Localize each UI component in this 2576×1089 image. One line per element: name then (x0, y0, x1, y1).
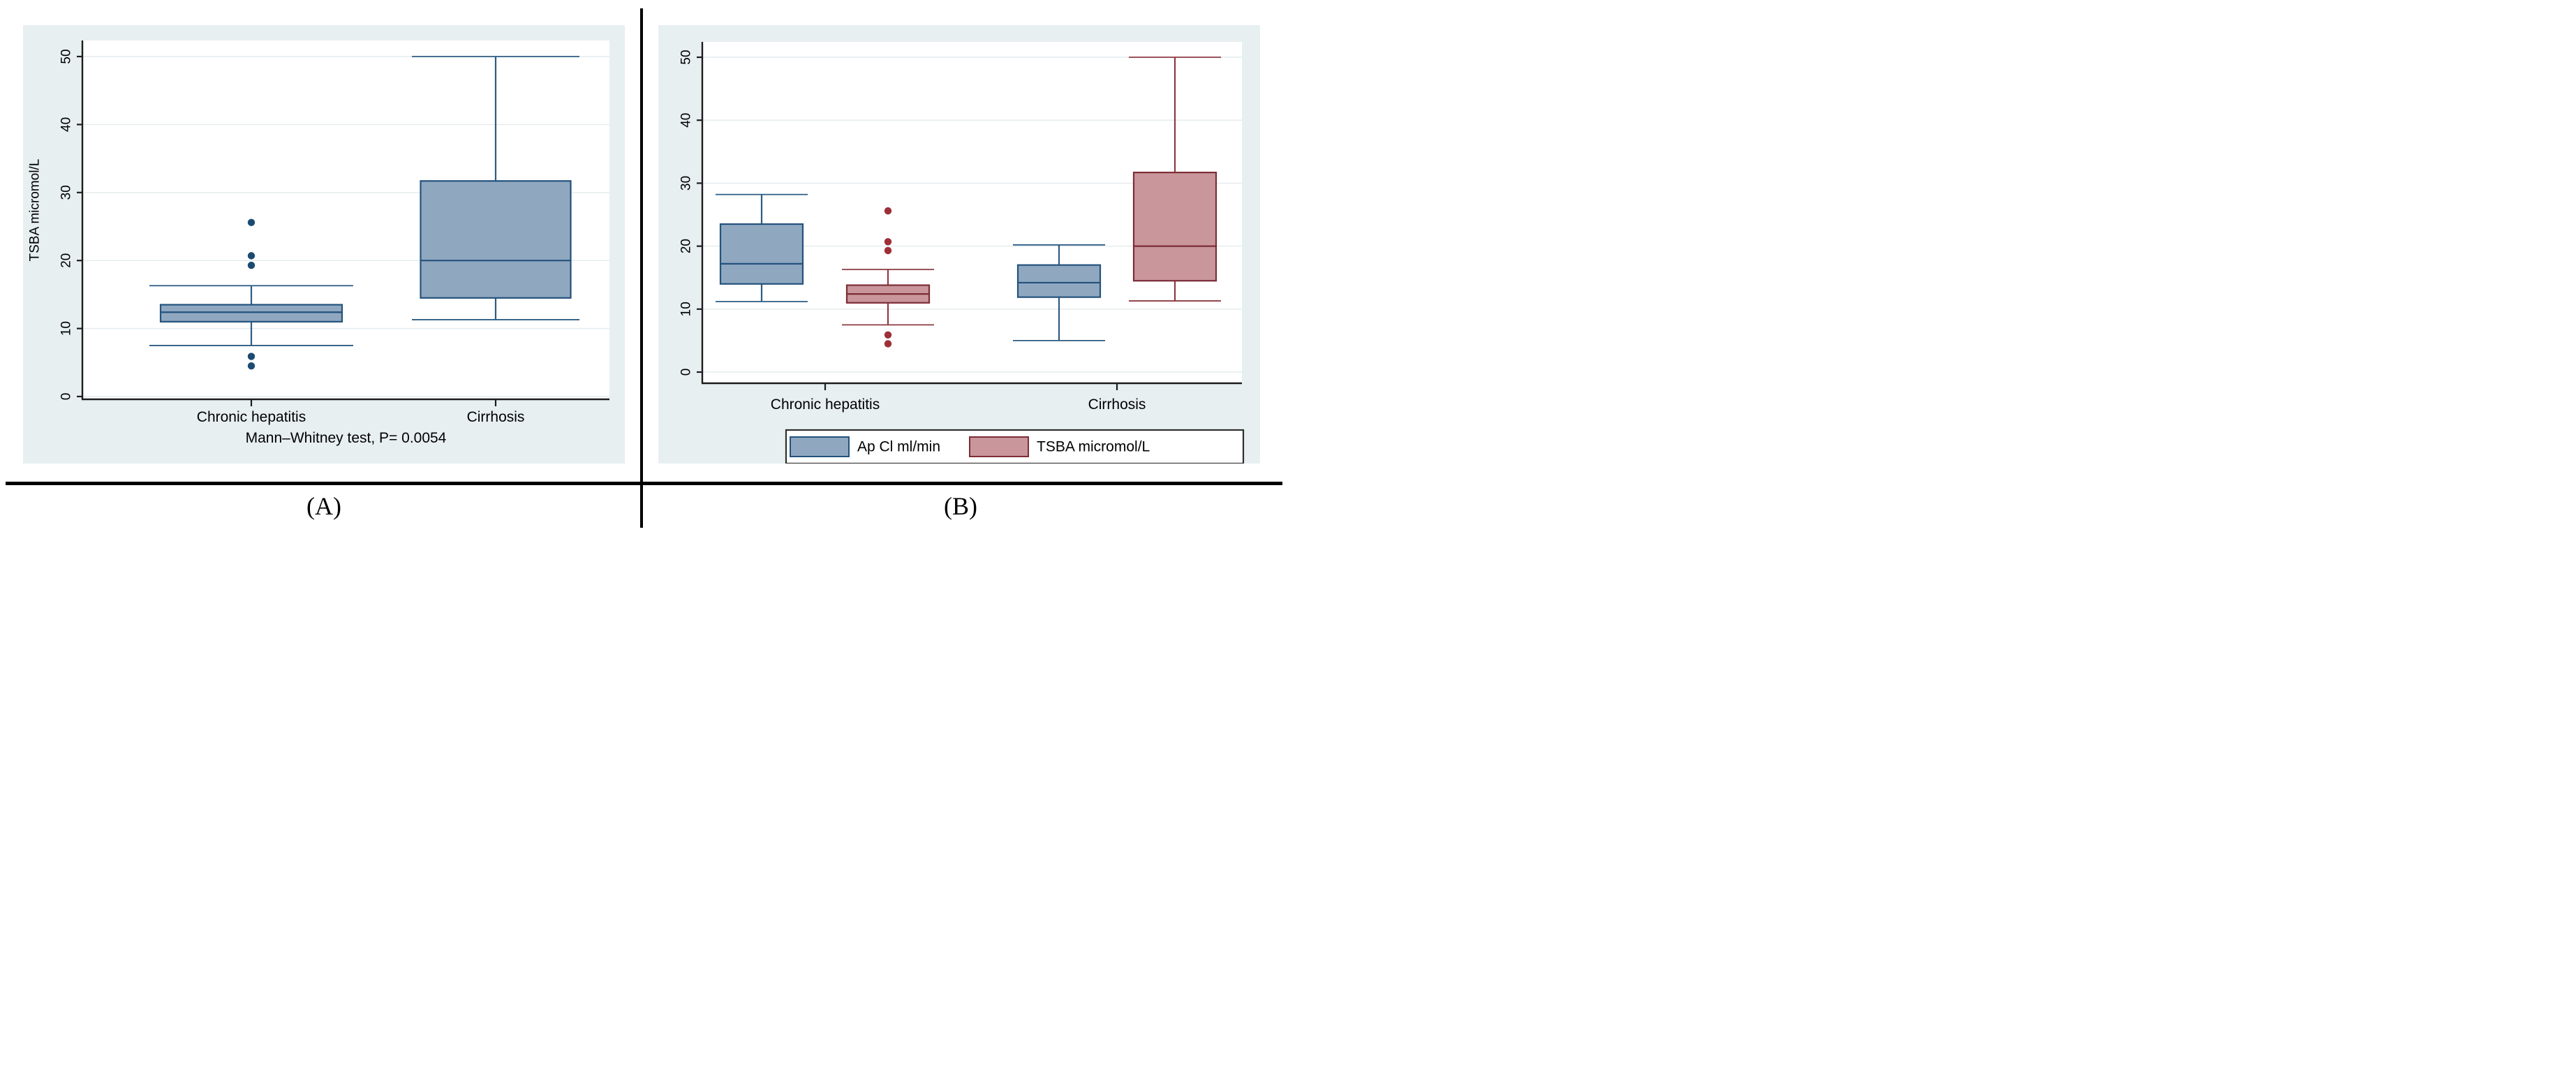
panel-a: 0 10 20 30 40 50 Chronic hepatitis Cirrhosis TSB… (23, 25, 625, 464)
vertical-panel-divider (640, 8, 643, 528)
legend-label: TSBA micromol/L (1037, 439, 1150, 455)
outlier-dot (247, 252, 256, 260)
x-category-label: Chronic hepatitis (771, 397, 880, 413)
y-tick-label: 0 (679, 369, 694, 376)
y-tick-label: 40 (679, 113, 694, 128)
boxplot-panel-b: 0 10 20 30 40 50 Chronic hepatitis Cirrhosis Ap … (679, 42, 1245, 464)
caption-panel-a: (A) (306, 492, 341, 520)
box-group-red (1129, 57, 1221, 302)
stats-note: Mann–Whitney test, P= 0.0054 (246, 430, 447, 446)
box-group-blue (412, 56, 579, 320)
x-category-label: Cirrhosis (467, 409, 525, 425)
y-tick-label: 0 (59, 393, 74, 401)
boxplot-box (1132, 171, 1217, 282)
y-tick-label: 50 (679, 50, 694, 64)
outlier-dot (247, 362, 256, 370)
boxplot-panel-a: 0 10 20 30 40 50 Chronic hepatitis Cirrhosis TSB… (28, 40, 609, 446)
boxplot-box (1016, 264, 1102, 298)
outlier-dot (884, 238, 892, 246)
y-tick-label: 20 (59, 253, 74, 268)
boxplot-box (420, 180, 572, 299)
y-tick-label: 30 (59, 185, 74, 200)
horizontal-caption-divider (6, 482, 1282, 485)
boxplot-box (159, 304, 343, 323)
panel-b: 0 10 20 30 40 50 Chronic hepatitis Cirrhosis Ap … (658, 25, 1260, 464)
box-group-red (842, 207, 934, 348)
outlier-dot (884, 246, 892, 255)
box-group-blue (1013, 244, 1105, 341)
boxplot-box (719, 223, 804, 285)
y-tick-label: 50 (59, 49, 74, 64)
legend-swatch-blue (790, 436, 850, 457)
x-category-label: Chronic hepatitis (197, 409, 306, 425)
y-tick-label: 10 (59, 321, 74, 336)
legend-label: Ap Cl ml/min (857, 439, 940, 455)
x-category-label: Cirrhosis (1088, 397, 1146, 413)
outlier-dot (247, 353, 256, 360)
outlier-dot (247, 218, 256, 226)
y-tick-label: 30 (679, 176, 694, 191)
y-axis-title: TSBA micromol/L (28, 159, 43, 262)
outlier-dot (884, 340, 892, 348)
outlier-dot (884, 331, 892, 339)
y-tick-label: 10 (679, 302, 694, 316)
outlier-dot (247, 261, 256, 269)
y-tick-label: 20 (679, 239, 694, 253)
box-group-blue (149, 218, 353, 370)
figure-page: 0 10 20 30 40 50 Chronic hepatitis Cirrhosis TSB… (0, 0, 1288, 544)
y-tick-label: 40 (59, 117, 74, 132)
outlier-dot (884, 207, 892, 215)
legend-swatch-red (969, 436, 1029, 457)
box-group-blue (716, 193, 808, 302)
caption-panel-b: (B) (944, 492, 977, 520)
